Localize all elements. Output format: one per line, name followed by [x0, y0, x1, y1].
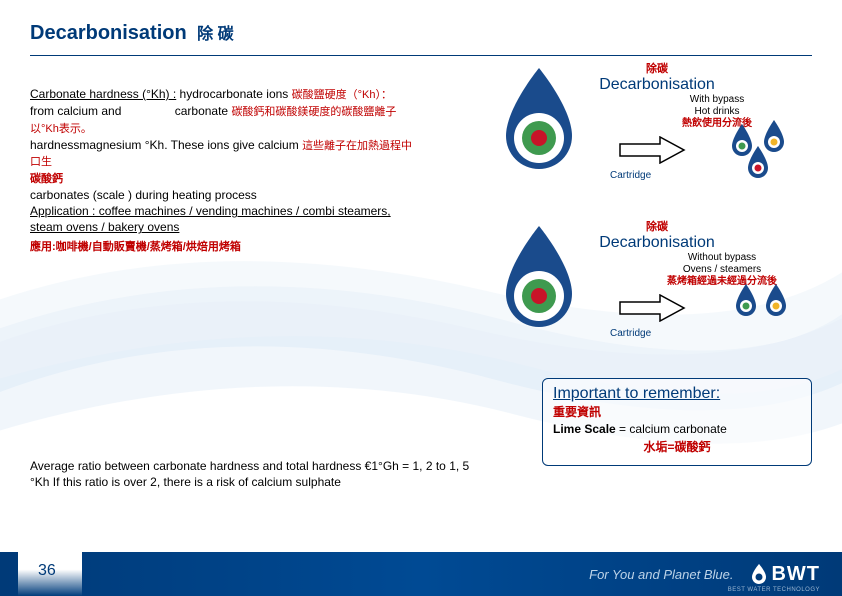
important-red-eq: 水垢=碳酸鈣 [553, 438, 801, 455]
arrow-icon-1 [618, 136, 678, 160]
left-text-column: Carbonate hardness (°Kh) : hydrocarbonat… [30, 86, 420, 254]
cartridge-label-2: Cartridge [610, 328, 651, 339]
page-number: 36 [38, 562, 56, 580]
content-area: Carbonate hardness (°Kh) : hydrocarbonat… [0, 56, 842, 526]
diagram1-body: With bypass Hot drinks 熱飲使用分流後 [502, 96, 812, 216]
important-title: Important to remember: [553, 385, 801, 403]
line3: hardnessmagnesium °Kh. These ions give c… [30, 138, 299, 152]
lime-scale-eq: = calcium carbonate [619, 422, 727, 436]
line2a: from calcium and [30, 104, 121, 118]
cartridge-label-1: Cartridge [610, 170, 651, 181]
bwt-logo: BWT [751, 563, 820, 586]
drop-large-2 [494, 224, 584, 339]
line1-red: 碳酸鹽硬度（°Kh）： [292, 89, 392, 101]
footer-bar: For You and Planet Blue. BWT BEST WATER … [0, 552, 842, 596]
line1-rest: hydrocarbonate ions [176, 87, 288, 101]
line5: carbonates (scale ) during heating proce… [30, 188, 257, 202]
important-red-title: 重要資訊 [553, 403, 801, 420]
application-label: Application : coffee machines / vending … [30, 204, 391, 234]
diagram1-sub1: With bypass [690, 94, 744, 105]
drop-large-1 [494, 66, 584, 181]
important-box: Important to remember: 重要資訊 Lime Scale =… [542, 378, 812, 466]
right-diagram-column: 除碳 Decarbonisation With bypass Hot drin [502, 60, 812, 374]
important-line1: Lime Scale = calcium carbonate [553, 422, 801, 436]
diagram2-sub1: Without bypass [688, 252, 756, 263]
small-drops-1 [722, 120, 802, 185]
logo-subtext: BEST WATER TECHNOLOGY [728, 587, 820, 593]
page-title-cn: 除 碳 [197, 26, 233, 43]
footer-tagline: For You and Planet Blue. [589, 567, 733, 582]
line2b: carbonate [175, 104, 228, 118]
line4-red: 碳酸鈣 [30, 173, 63, 185]
diagram1-sub2: Hot drinks [694, 106, 739, 117]
lime-scale-label: Lime Scale [553, 422, 616, 436]
logo-text: BWT [771, 563, 820, 586]
page-title: Decarbonisation [30, 22, 187, 44]
diagram2-sub2: Ovens / steamers [683, 264, 761, 275]
page-title-bar: Decarbonisation 除 碳 [0, 0, 842, 53]
logo-pin-icon [751, 564, 767, 584]
arrow-icon-2 [618, 294, 678, 318]
small-drops-2 [728, 282, 798, 337]
diagram2-body: Without bypass Ovens / steamers 蒸烤箱經過未經過… [502, 254, 812, 374]
application-red: 應用:咖啡機/自動販賣機/蒸烤箱/烘焙用烤箱 [30, 240, 420, 255]
bottom-paragraph: Average ratio between carbonate hardness… [30, 458, 490, 490]
carbonate-hardness-label: Carbonate hardness (°Kh) : [30, 87, 176, 101]
